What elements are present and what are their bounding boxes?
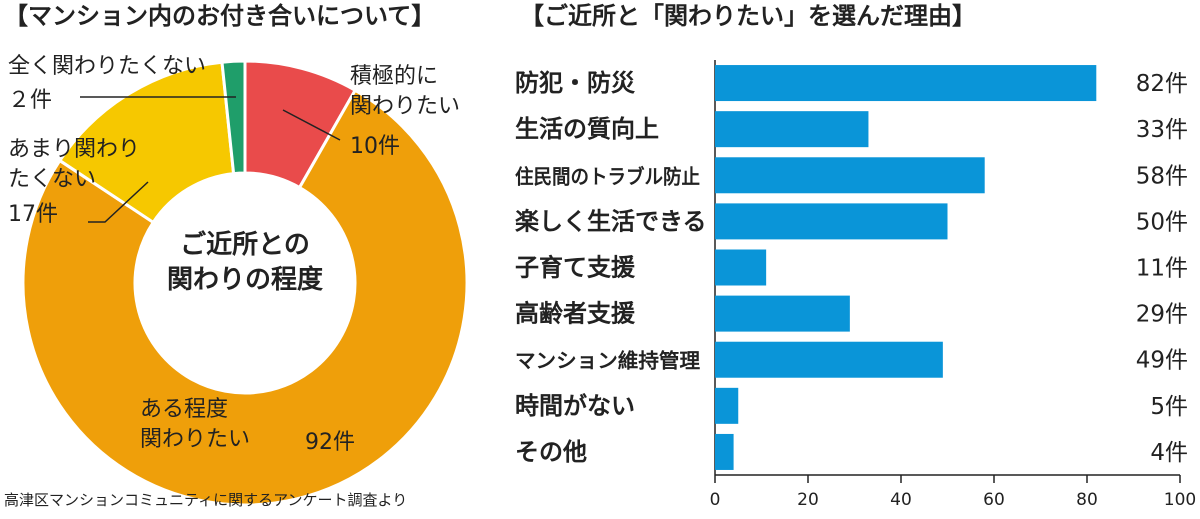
leader-lines	[80, 96, 341, 223]
value-label: 50件	[1136, 209, 1188, 235]
bar	[715, 433, 734, 470]
category-label: 住民間のトラブル防止	[515, 164, 700, 188]
x-tick-label: 20	[797, 490, 819, 510]
donut-segment	[21, 88, 469, 507]
x-tick-label: 40	[890, 490, 912, 510]
category-label: 子育て支援	[515, 254, 636, 282]
value-label: 33件	[1136, 117, 1188, 143]
value-label: 82件	[1136, 71, 1188, 97]
x-tick-label: 0	[710, 490, 721, 510]
category-label: 時間がない	[515, 392, 635, 420]
bar	[715, 249, 767, 286]
leader-line	[88, 181, 149, 223]
value-label: 58件	[1136, 163, 1188, 189]
x-tick-label: 80	[1076, 490, 1098, 510]
bar	[715, 157, 985, 194]
donut-segment	[220, 59, 247, 176]
value-label: 4件	[1150, 440, 1188, 466]
segment-value-label: 10件	[350, 134, 400, 159]
bar	[715, 341, 943, 378]
bar-title: 【ご近所と「関わりたい」を選んだ理由】	[520, 2, 976, 30]
donut-title: 【マンション内のお付き合いについて】	[4, 2, 436, 30]
category-label: 防犯・防災	[515, 69, 636, 97]
value-label: 29件	[1136, 302, 1188, 328]
bar	[715, 203, 948, 240]
category-label: その他	[515, 438, 587, 466]
value-label: 5件	[1150, 394, 1188, 420]
segment-value-label: 17件	[8, 202, 58, 227]
leader-line	[282, 109, 341, 141]
x-tick-label: 60	[983, 490, 1005, 510]
segment-value-label: 92件	[305, 430, 355, 455]
bar	[715, 65, 1097, 102]
value-label: 49件	[1136, 348, 1188, 374]
center-label: ご近所との 関わりの程度	[166, 230, 323, 296]
segment-label: ある程度 関わりたい	[140, 397, 251, 452]
segment-label: 全く関わりたくない	[8, 54, 207, 79]
bar	[715, 295, 850, 332]
source: 高津区マンションコミュニティに関するアンケート調査より	[4, 491, 408, 509]
category-label: 生活の質向上	[515, 115, 659, 143]
bar	[715, 387, 739, 424]
segment-value-label: ２件	[8, 88, 53, 113]
x-tick-label: 100	[1164, 490, 1196, 510]
category-label: 楽しく生活できる	[515, 207, 707, 235]
category-label: マンション維持管理	[515, 349, 700, 373]
category-label: 高齢者支援	[515, 300, 636, 328]
bar	[715, 111, 869, 148]
value-label: 11件	[1136, 256, 1188, 282]
segment-label: 積極的に 関わりたい	[350, 64, 461, 119]
segment-label: あまり関わり たくない	[8, 137, 141, 192]
